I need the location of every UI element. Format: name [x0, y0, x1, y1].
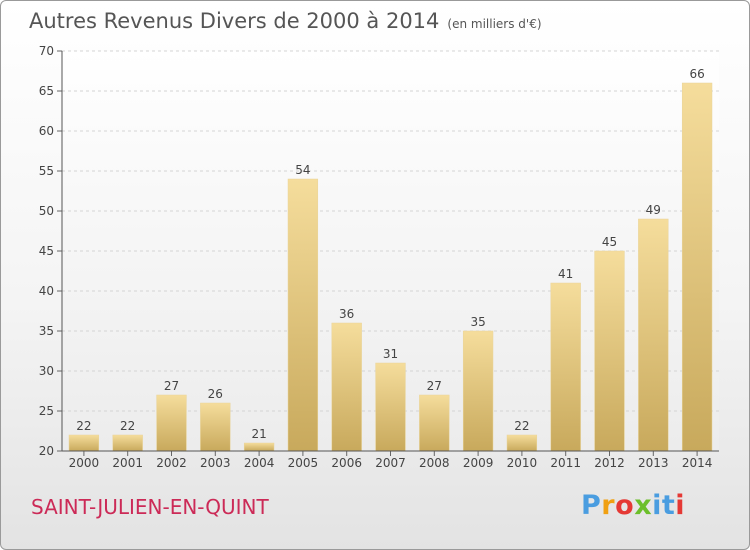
bar-2002 — [156, 394, 187, 452]
brand-logo: Proxiti — [581, 490, 685, 521]
x-tick-label: 2010 — [507, 456, 538, 470]
bars: 22 22 27 26 21 54 36 31 27 35 22 41 45 49 66 — [68, 67, 713, 452]
y-tick-label: 65 — [39, 84, 54, 98]
bar-2012 — [594, 250, 625, 452]
x-tick-label: 2002 — [156, 456, 187, 470]
data-label-2004: 21 — [251, 427, 266, 441]
y-tick-label: 20 — [39, 444, 54, 458]
brand-letter: t — [661, 490, 676, 521]
chart-title-text: Autres Revenus Divers de 2000 à 2014 — [29, 9, 440, 33]
chart-unit: (en milliers d'€) — [447, 17, 542, 31]
bar-2009 — [462, 330, 494, 452]
x-axis: 2000 2001 2002 2003 2004 2005 2006 2007 2008 2009… — [62, 450, 719, 470]
chart-title: Autres Revenus Divers de 2000 à 2014 (en … — [29, 9, 542, 33]
x-tick-label: 2006 — [331, 456, 362, 470]
data-label-2010: 22 — [514, 419, 529, 433]
data-label-2005: 54 — [295, 163, 310, 177]
x-tick-label: 2007 — [375, 456, 406, 470]
data-label-2003: 26 — [208, 387, 223, 401]
brand-letter: P — [581, 490, 602, 521]
bar-2013 — [638, 218, 669, 452]
y-tick-label: 60 — [39, 124, 54, 138]
data-label-2002: 27 — [164, 379, 179, 393]
brand-letter: r — [601, 490, 616, 521]
data-label-2006: 36 — [339, 307, 354, 321]
x-tick-label: 2008 — [419, 456, 450, 470]
data-label-2013: 49 — [646, 203, 661, 217]
y-axis: 20 25 30 35 40 45 50 55 60 65 70 — [39, 44, 63, 458]
x-tick-label: 2001 — [112, 456, 143, 470]
y-tick-label: 45 — [39, 244, 54, 258]
data-label-2011: 41 — [558, 267, 573, 281]
y-tick-label: 50 — [39, 204, 54, 218]
brand-letter: i — [652, 490, 662, 521]
bar-2006 — [331, 322, 362, 452]
bar-2000 — [68, 434, 100, 452]
data-label-2008: 27 — [427, 379, 442, 393]
x-tick-label: 2009 — [463, 456, 494, 470]
x-tick-label: 2005 — [288, 456, 319, 470]
x-tick-label: 2003 — [200, 456, 231, 470]
x-tick-label: 2012 — [594, 456, 625, 470]
bar-2014 — [681, 82, 713, 452]
bar-2004 — [243, 442, 275, 452]
data-label-2014: 66 — [689, 67, 704, 81]
x-tick-label: 2014 — [682, 456, 713, 470]
y-tick-label: 25 — [39, 404, 54, 418]
bar-2001 — [112, 434, 143, 452]
y-tick-label: 70 — [39, 44, 54, 58]
x-tick-label: 2000 — [69, 456, 100, 470]
y-tick-label: 35 — [39, 324, 54, 338]
bar-2003 — [200, 402, 231, 452]
bar-2011 — [550, 282, 581, 452]
bar-2008 — [419, 394, 450, 452]
x-tick-label: 2011 — [550, 456, 581, 470]
brand-letter: o — [615, 490, 635, 521]
brand-letter: i — [675, 490, 686, 521]
data-label-2009: 35 — [470, 315, 485, 329]
data-label-2001: 22 — [120, 419, 135, 433]
brand-letter: x — [634, 490, 653, 521]
data-label-2000: 22 — [76, 419, 91, 433]
data-label-2012: 45 — [602, 235, 617, 249]
y-tick-label: 55 — [39, 164, 54, 178]
bar-2010 — [506, 434, 538, 452]
y-tick-label: 40 — [39, 284, 54, 298]
data-label-2007: 31 — [383, 347, 398, 361]
y-tick-label: 30 — [39, 364, 54, 378]
x-tick-label: 2004 — [244, 456, 275, 470]
town-name: SAINT-JULIEN-EN-QUINT — [31, 495, 269, 519]
bar-2005 — [287, 178, 319, 452]
x-tick-label: 2013 — [638, 456, 669, 470]
bar-2007 — [375, 362, 406, 452]
